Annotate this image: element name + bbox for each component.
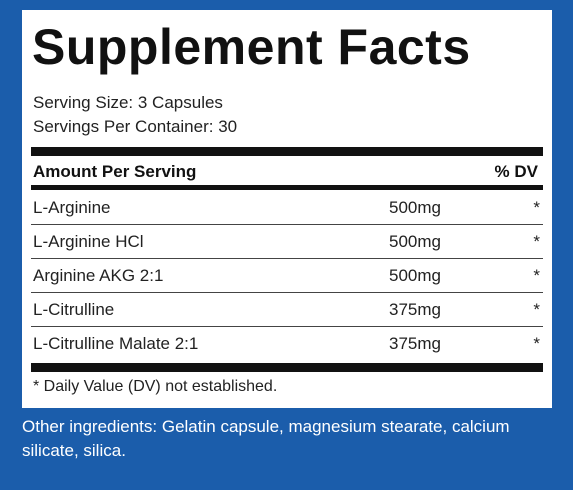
thick-rule [31, 363, 543, 372]
ingredient-dv: * [533, 300, 540, 319]
ingredient-amount: 500mg [389, 198, 441, 217]
ingredient-amount: 375mg [389, 300, 441, 319]
title: Supplement Facts [32, 19, 471, 75]
ingredient-name: Arginine AKG 2:1 [33, 266, 164, 285]
ingredient-dv: * [533, 266, 540, 285]
ingredient-dv: * [533, 198, 540, 217]
ingredient-name: L-Arginine HCl [33, 232, 144, 251]
ingredient-amount: 500mg [389, 232, 441, 251]
ingredient-name: L-Arginine [33, 198, 111, 217]
thick-rule [31, 147, 543, 156]
column-header: % DV [494, 162, 538, 181]
serving-size: Serving Size: 3 Capsules [33, 93, 223, 112]
ingredient-amount: 375mg [389, 334, 441, 353]
servings-per-container: Servings Per Container: 30 [33, 117, 238, 136]
ingredient-dv: * [533, 232, 540, 251]
rule [31, 185, 543, 190]
table-row: L-Citrulline 375mg * [31, 293, 543, 327]
other-ingredients: Other ingredients: Gelatin capsule, magn… [22, 417, 510, 460]
ingredient-dv: * [533, 334, 540, 353]
ingredient-name: L-Citrulline [33, 300, 115, 319]
table-row: L-Arginine 500mg * [31, 191, 543, 225]
ingredient-name: L-Citrulline Malate 2:1 [33, 334, 199, 353]
table-row: L-Citrulline Malate 2:1 375mg * [31, 327, 543, 360]
facts-panel: Supplement Facts Serving Size: 3 Capsule… [22, 10, 552, 408]
table-row: Arginine AKG 2:1 500mg * [31, 259, 543, 293]
table-row: L-Arginine HCl 500mg * [31, 225, 543, 259]
ingredient-amount: 500mg [389, 266, 441, 285]
column-header: Amount Per Serving [33, 162, 197, 181]
footnote: * Daily Value (DV) not established. [33, 378, 278, 395]
